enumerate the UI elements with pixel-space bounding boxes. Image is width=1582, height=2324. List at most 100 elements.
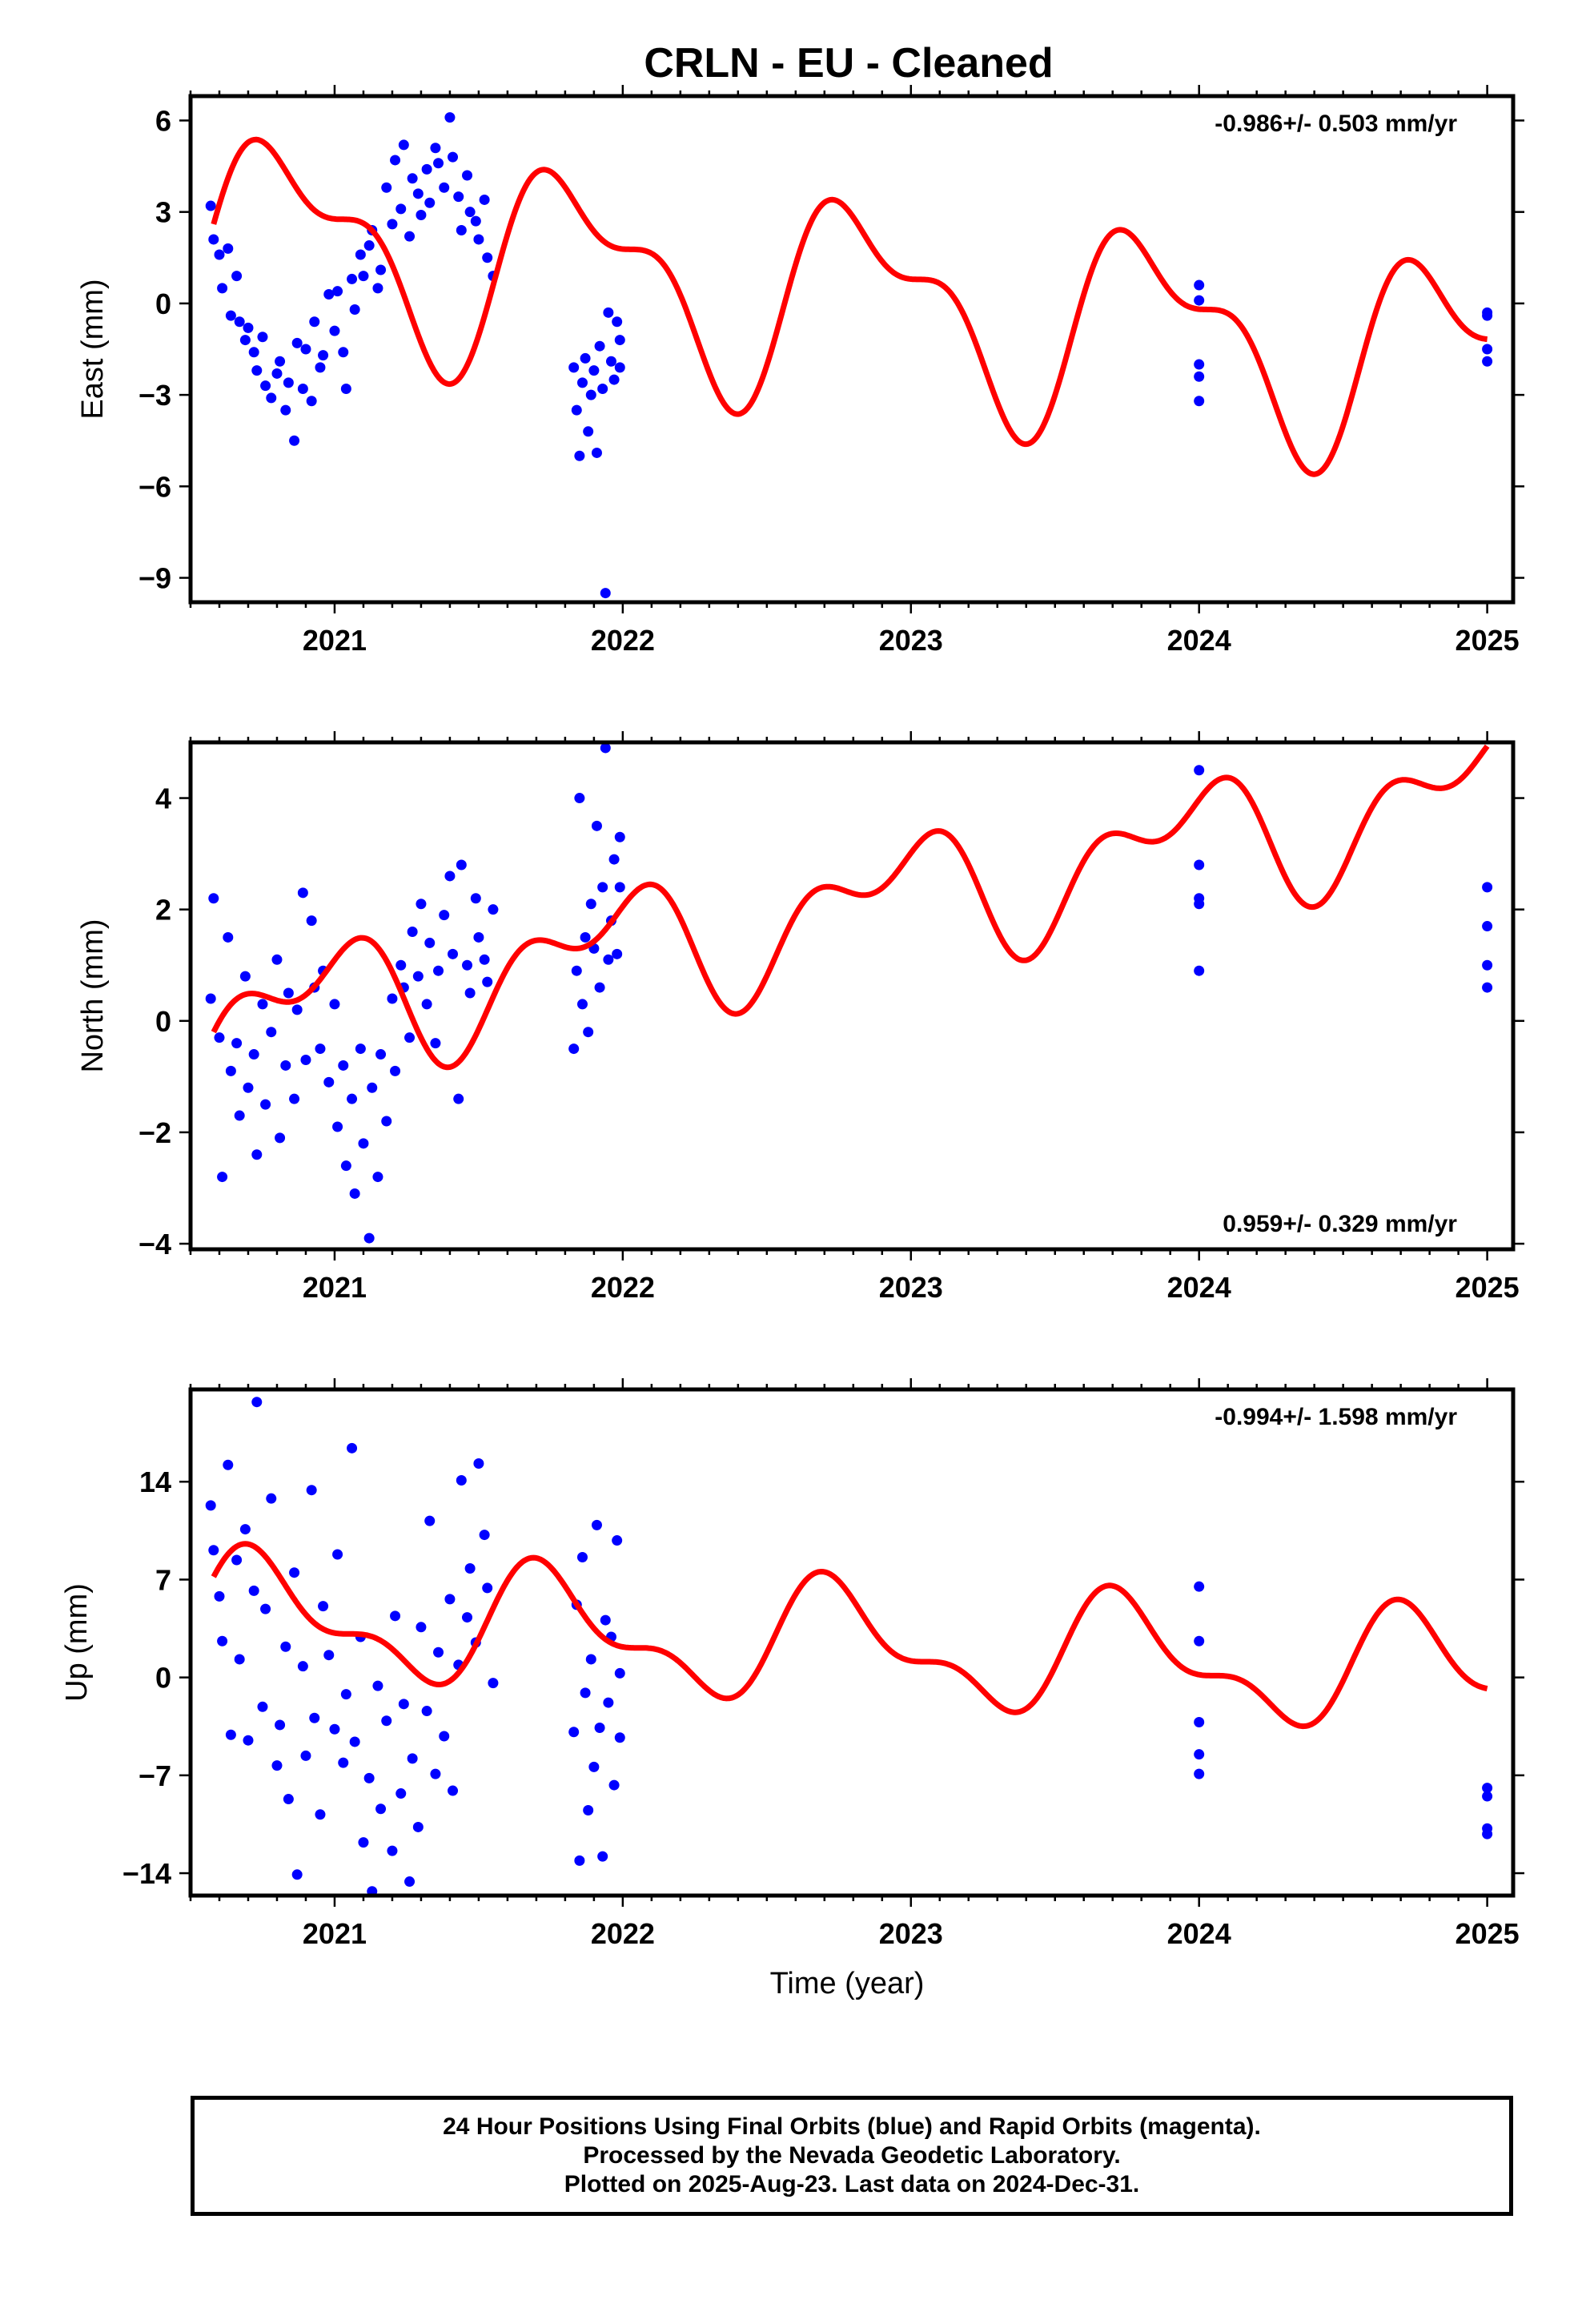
data-point xyxy=(583,1027,594,1038)
data-point xyxy=(583,426,594,437)
data-point xyxy=(470,215,481,227)
data-point xyxy=(355,1043,366,1055)
data-point xyxy=(430,1038,441,1049)
data-point xyxy=(257,1701,268,1712)
y-tick-label: 3 xyxy=(155,196,171,229)
velocity-rate-label: -0.994+/- 1.598 mm/yr xyxy=(1215,1404,1457,1430)
data-point xyxy=(390,155,401,166)
x-tick-label: 2022 xyxy=(591,624,655,657)
data-point xyxy=(355,249,366,260)
data-point xyxy=(614,335,625,346)
data-point xyxy=(315,362,326,373)
data-point xyxy=(347,1093,358,1104)
data-point xyxy=(591,820,602,831)
data-point xyxy=(1194,1768,1205,1779)
y-axis-label: Up (mm) xyxy=(60,1583,94,1702)
data-point xyxy=(448,151,459,163)
data-point xyxy=(421,999,432,1010)
data-point xyxy=(260,380,271,392)
data-point xyxy=(205,200,216,211)
data-point xyxy=(576,1552,588,1563)
data-point xyxy=(456,859,467,870)
data-point xyxy=(488,904,499,915)
data-point xyxy=(300,344,311,355)
data-point xyxy=(1194,396,1205,407)
data-point xyxy=(239,971,251,982)
data-point xyxy=(225,1729,236,1740)
data-point xyxy=(217,283,228,294)
data-point xyxy=(358,271,369,282)
data-point xyxy=(283,987,294,999)
data-point xyxy=(372,283,383,294)
data-point xyxy=(381,1116,392,1127)
data-point xyxy=(580,931,591,943)
data-point xyxy=(271,368,283,379)
data-point xyxy=(280,1059,291,1071)
model-fit-line xyxy=(211,1541,1489,1730)
data-point xyxy=(390,1610,401,1622)
footer-line-3: Plotted on 2025-Aug-23. Last data on 202… xyxy=(564,2171,1140,2197)
data-point xyxy=(1194,1635,1205,1647)
data-point xyxy=(223,931,234,943)
x-tick-label: 2024 xyxy=(1167,624,1231,657)
data-point xyxy=(600,1614,611,1626)
data-point xyxy=(375,1049,387,1060)
data-point xyxy=(260,1603,271,1614)
data-point xyxy=(1482,356,1493,367)
data-point xyxy=(571,965,582,976)
y-tick-label: −2 xyxy=(139,1116,171,1149)
data-point xyxy=(580,352,591,364)
data-point xyxy=(576,377,588,388)
data-point xyxy=(243,1082,254,1093)
data-point xyxy=(433,965,444,976)
data-point xyxy=(225,310,236,321)
data-point xyxy=(363,240,375,251)
data-point xyxy=(1194,1581,1205,1592)
data-point xyxy=(347,1442,358,1454)
data-point xyxy=(223,1459,234,1470)
data-point xyxy=(407,927,418,938)
data-point xyxy=(283,377,294,388)
data-point xyxy=(217,1635,228,1647)
data-point xyxy=(291,1004,303,1015)
x-tick-label: 2021 xyxy=(303,624,367,657)
data-point xyxy=(612,316,623,328)
data-point xyxy=(205,993,216,1004)
data-point xyxy=(381,182,392,193)
y-tick-label: 2 xyxy=(155,894,171,927)
data-point xyxy=(1482,310,1493,321)
data-point xyxy=(381,1715,392,1727)
x-tick-label: 2021 xyxy=(303,1271,367,1304)
data-point xyxy=(412,971,424,982)
data-point xyxy=(257,999,268,1010)
data-point xyxy=(479,194,490,205)
data-point xyxy=(243,322,254,333)
data-point xyxy=(329,1723,340,1735)
data-point xyxy=(248,1585,259,1596)
data-point xyxy=(412,188,424,199)
data-point xyxy=(349,1736,360,1747)
x-tick-label: 2022 xyxy=(591,1917,655,1950)
data-point xyxy=(479,954,490,965)
data-point xyxy=(464,987,476,999)
data-point xyxy=(1482,1828,1493,1839)
plot-frame xyxy=(188,1387,1516,1898)
data-point xyxy=(271,1760,283,1771)
data-point xyxy=(266,1493,277,1504)
data-point xyxy=(580,1687,591,1699)
data-point xyxy=(280,404,291,416)
data-point xyxy=(340,1160,351,1172)
data-point xyxy=(600,588,611,599)
y-axis-label: East (mm) xyxy=(76,279,110,419)
data-point xyxy=(1482,959,1493,971)
data-point xyxy=(309,1712,320,1723)
data-point xyxy=(444,112,456,123)
data-point xyxy=(1194,295,1205,306)
data-point xyxy=(208,234,219,245)
data-point xyxy=(363,1772,375,1783)
data-point xyxy=(280,1641,291,1652)
data-point xyxy=(349,1188,360,1199)
data-point xyxy=(251,1149,263,1160)
data-point xyxy=(338,1059,349,1071)
data-point xyxy=(1194,279,1205,291)
